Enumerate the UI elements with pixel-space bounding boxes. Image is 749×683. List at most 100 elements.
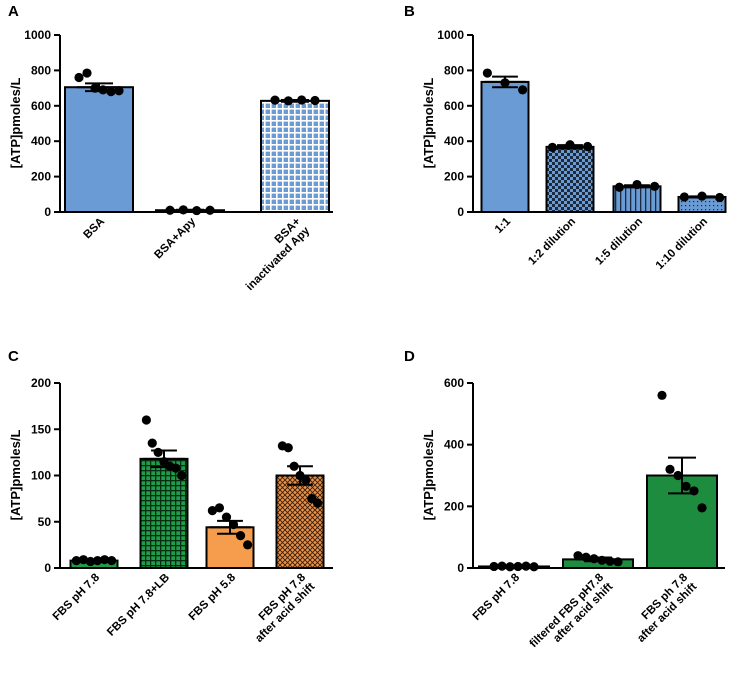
data-point <box>301 475 311 485</box>
data-point <box>71 556 81 566</box>
y-tick-label: 200 <box>444 170 464 184</box>
y-tick-label: 100 <box>31 469 51 483</box>
data-point <box>235 531 246 541</box>
data-point <box>99 555 110 565</box>
data-point <box>297 95 307 105</box>
category-label: 1:5 dilution <box>593 216 645 268</box>
data-point <box>697 503 707 513</box>
data-point <box>614 182 624 192</box>
data-point <box>681 481 691 491</box>
y-axis-label: [ATP]pmoles/L <box>8 430 23 521</box>
data-point <box>673 470 683 481</box>
y-tick-label: 400 <box>444 438 464 452</box>
bar <box>64 86 134 213</box>
category-label: FBS pH 7.8after acid shift <box>244 571 318 645</box>
data-point <box>85 556 96 567</box>
panel-d: D [ATP]pmoles/L 0 200 400 600 FBS pH 7.8 filter… <box>404 348 725 659</box>
data-point <box>98 85 108 95</box>
panel-letter: B <box>404 3 415 20</box>
data-point <box>589 554 599 564</box>
data-point <box>82 68 92 78</box>
data-point <box>505 562 515 572</box>
bar <box>275 474 325 569</box>
category-label: 1:10 dilution <box>654 216 710 272</box>
data-point <box>214 503 225 513</box>
bar <box>545 145 595 213</box>
category-label: filtered FBS pH7.8after acid shift <box>528 571 616 659</box>
data-point <box>228 519 239 530</box>
y-tick-label: 1000 <box>24 28 51 42</box>
bar <box>480 80 530 213</box>
data-point <box>178 205 188 215</box>
data-point <box>689 486 699 496</box>
data-point <box>205 205 215 215</box>
data-point <box>715 192 725 203</box>
data-point <box>283 443 293 453</box>
data-point <box>665 464 675 474</box>
data-point <box>573 551 583 561</box>
data-point <box>613 557 623 567</box>
data-point <box>313 498 323 508</box>
data-point <box>497 561 507 571</box>
data-point <box>147 438 157 448</box>
data-point <box>697 191 707 201</box>
data-point <box>289 461 299 471</box>
panel-letter: A <box>8 3 19 20</box>
y-tick-label: 200 <box>31 376 51 390</box>
y-tick-label: 400 <box>31 134 51 148</box>
y-tick-label: 400 <box>444 134 464 148</box>
data-point <box>78 555 89 565</box>
data-point <box>153 447 163 457</box>
y-tick-label: 0 <box>44 561 51 575</box>
y-axis-label: [ATP]pmoles/L <box>421 78 436 169</box>
category-label: BSA+Apy <box>152 215 198 261</box>
data-point <box>529 562 539 572</box>
category-label: 1:1 <box>493 215 514 236</box>
y-tick-label: 800 <box>31 63 51 77</box>
data-point <box>270 95 280 105</box>
category-label: FBS pH 7.8 <box>471 571 523 623</box>
data-point <box>114 86 124 96</box>
y-tick-label: 600 <box>444 376 464 390</box>
data-point <box>583 141 593 152</box>
category-label: BSA <box>81 216 107 242</box>
data-point <box>90 83 100 93</box>
y-axis-label: [ATP]pmoles/L <box>421 430 436 521</box>
data-point <box>283 96 293 106</box>
data-point <box>489 561 499 572</box>
data-point <box>171 463 181 473</box>
y-tick-label: 150 <box>31 422 51 436</box>
data-point <box>192 205 202 216</box>
y-tick-label: 0 <box>44 205 51 219</box>
data-point <box>165 205 175 215</box>
category-label: FBS ph 7.8after acid shift <box>626 571 700 645</box>
y-tick-label: 600 <box>31 99 51 113</box>
y-tick-label: 50 <box>38 515 52 529</box>
panel-letter: C <box>8 348 19 365</box>
data-point <box>243 540 253 550</box>
category-label: FBS pH 5.8 <box>187 571 239 623</box>
category-label: FBS pH 7.8 <box>51 571 103 623</box>
panel-a: A [ATP]pmoles/L 0 200 400 600 800 1000 BSA BSA+Ap… <box>8 3 333 293</box>
y-tick-label: 0 <box>457 561 464 575</box>
data-point <box>547 142 557 152</box>
data-point <box>581 552 591 562</box>
data-point <box>500 78 510 88</box>
data-point <box>632 179 642 190</box>
data-point <box>605 556 615 566</box>
category-label: FBS pH 7.8+LB <box>105 572 172 639</box>
data-point <box>92 556 103 566</box>
category-label: BSA+inactivated Apy <box>235 215 313 293</box>
category-label: 1:2 dilution <box>526 216 578 268</box>
panel-b: B [ATP]pmoles/L 0 200 400 600 800 1000 1:1 1:2 di… <box>404 3 727 272</box>
data-point <box>177 470 187 481</box>
data-point <box>518 85 528 95</box>
data-point <box>521 561 531 571</box>
data-point <box>107 556 117 566</box>
y-tick-label: 1000 <box>437 28 464 42</box>
data-point <box>207 506 217 516</box>
y-axis-label: [ATP]pmoles/L <box>8 78 23 169</box>
data-point <box>482 68 492 78</box>
